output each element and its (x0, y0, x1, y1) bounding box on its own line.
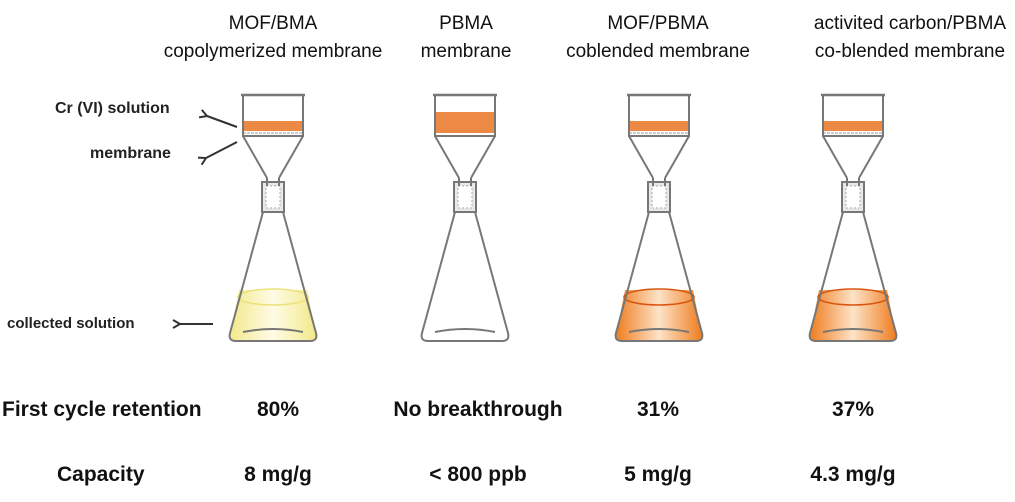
funnel-cone (434, 135, 496, 179)
collected-liquid (230, 290, 316, 341)
collected-liquid (616, 290, 702, 341)
stopper-texture (265, 185, 281, 209)
liquid-surface (237, 288, 309, 306)
liquid-surface (623, 288, 695, 306)
arrow-solution (207, 116, 238, 128)
collected-liquid (810, 290, 896, 341)
title-line: MOF/PBMA (607, 13, 709, 34)
flask-body (420, 211, 510, 342)
flask-body (808, 211, 898, 342)
title-line: copolymerized membrane (163, 41, 383, 62)
funnel-cone (822, 135, 884, 179)
title-line: membrane (420, 41, 512, 62)
funnel-cone (242, 135, 304, 179)
filtration-setup-4 (808, 93, 898, 342)
column-title-2: PBMA membrane (421, 10, 512, 66)
row-label-capacity: Capacity (57, 463, 145, 486)
retention-value-1: 80% (256, 398, 300, 421)
title-line: activited carbon/PBMA (813, 13, 1007, 34)
stopper-texture (457, 185, 473, 209)
flask-base (242, 328, 304, 333)
arrow-membrane (206, 141, 238, 158)
stopper-texture (845, 185, 861, 209)
title-line: PBMA (439, 13, 493, 34)
filtration-setup-1 (228, 93, 318, 342)
title-line: MOF/BMA (228, 13, 318, 34)
funnel-cup (628, 95, 690, 137)
funnel-stem (458, 178, 472, 186)
funnel-stem (652, 178, 666, 186)
flask-body (228, 211, 318, 342)
retention-value-3: 31% (636, 398, 680, 421)
retention-value-2: No breakthrough (393, 398, 563, 421)
cr-solution-band (243, 121, 303, 131)
label-cr-solution: Cr (VI) solution (55, 100, 170, 117)
title-line: co-blended membrane (814, 41, 1006, 62)
liquid-surface (817, 288, 889, 306)
title-line: coblended membrane (566, 41, 750, 62)
column-title-1: MOF/BMA copolymerized membrane (164, 10, 383, 66)
row-label-retention: First cycle retention (2, 398, 202, 421)
funnel-stem (266, 178, 280, 186)
capacity-value-2: < 800 ppb (429, 463, 527, 486)
flask-base (434, 328, 496, 333)
flask-body (614, 211, 704, 342)
capacity-value-3: 5 mg/g (624, 463, 692, 486)
cr-solution-band (435, 112, 495, 133)
column-title-3: MOF/PBMA coblended membrane (566, 10, 750, 66)
column-title-4: activited carbon/PBMA co-blended membrane (814, 10, 1006, 66)
cr-solution-band (629, 121, 689, 131)
capacity-value-1: 8 mg/g (244, 463, 312, 486)
filtration-setup-3 (614, 93, 704, 342)
label-collected-solution: collected solution (7, 315, 135, 332)
funnel-cone (628, 135, 690, 179)
funnel-stem (846, 178, 860, 186)
funnel-cup (434, 95, 496, 137)
cr-solution-band (823, 121, 883, 131)
stopper-texture (651, 185, 667, 209)
label-membrane: membrane (90, 145, 171, 162)
flask-base (822, 328, 884, 333)
funnel-cup (822, 95, 884, 137)
capacity-value-4: 4.3 mg/g (810, 463, 896, 486)
flask-base (628, 328, 690, 333)
filtration-setup-2 (420, 93, 510, 342)
retention-value-4: 37% (831, 398, 875, 421)
funnel-cup (242, 95, 304, 137)
